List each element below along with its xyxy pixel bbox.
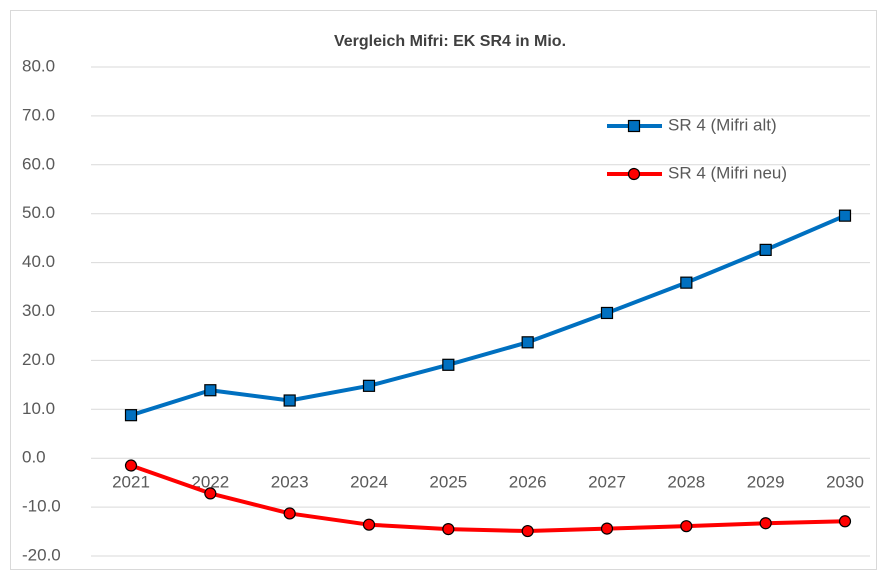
y-tick-label: -20.0: [22, 545, 61, 564]
marker: [680, 276, 693, 289]
legend-label: SR 4 (Mifri alt): [668, 115, 777, 134]
marker: [362, 379, 376, 392]
y-tick-label: 10.0: [22, 399, 55, 418]
x-tick-label: 2028: [667, 473, 705, 492]
marker: [442, 358, 455, 371]
marker: [442, 523, 455, 536]
marker: [283, 394, 296, 407]
x-tick-label: 2021: [112, 473, 150, 492]
y-tick-label: -10.0: [22, 497, 61, 516]
y-tick-label: 80.0: [22, 56, 55, 75]
y-tick-label: 70.0: [22, 105, 55, 124]
x-tick-label: 2026: [509, 473, 547, 492]
x-tick-label: 2027: [588, 473, 626, 492]
x-tick-label: 2025: [429, 473, 467, 492]
series-line: [130, 213, 846, 418]
marker: [521, 336, 534, 349]
chart-border: [10, 10, 877, 570]
marker: [838, 209, 852, 222]
x-tick-label: 2023: [271, 473, 309, 492]
legend-marker: [627, 119, 641, 133]
marker: [283, 507, 296, 520]
x-tick-label: 2024: [350, 473, 388, 492]
y-tick-label: 40.0: [22, 252, 55, 271]
y-tick-label: 30.0: [22, 301, 55, 320]
x-tick-label: 2030: [826, 473, 864, 492]
marker: [838, 515, 852, 528]
marker: [521, 524, 534, 538]
y-tick-label: 20.0: [22, 350, 55, 369]
y-tick-label: 50.0: [22, 203, 55, 222]
series-line: [130, 463, 846, 534]
marker: [124, 459, 138, 472]
marker: [759, 517, 772, 530]
legend-label: SR 4 (Mifri neu): [668, 163, 787, 182]
marker: [124, 409, 138, 422]
marker: [204, 384, 217, 397]
x-tick-label: 2022: [191, 473, 229, 492]
y-tick-label: 60.0: [22, 154, 55, 173]
marker: [204, 487, 217, 500]
legend-marker: [627, 167, 641, 181]
marker: [759, 243, 772, 256]
marker: [600, 522, 614, 535]
x-tick-label: 2029: [747, 473, 785, 492]
marker: [600, 306, 614, 320]
y-tick-label: 0.0: [22, 448, 46, 467]
chart-title: Vergleich Mifri: EK SR4 in Mio.: [334, 33, 566, 50]
marker: [362, 518, 376, 531]
marker: [680, 520, 693, 533]
